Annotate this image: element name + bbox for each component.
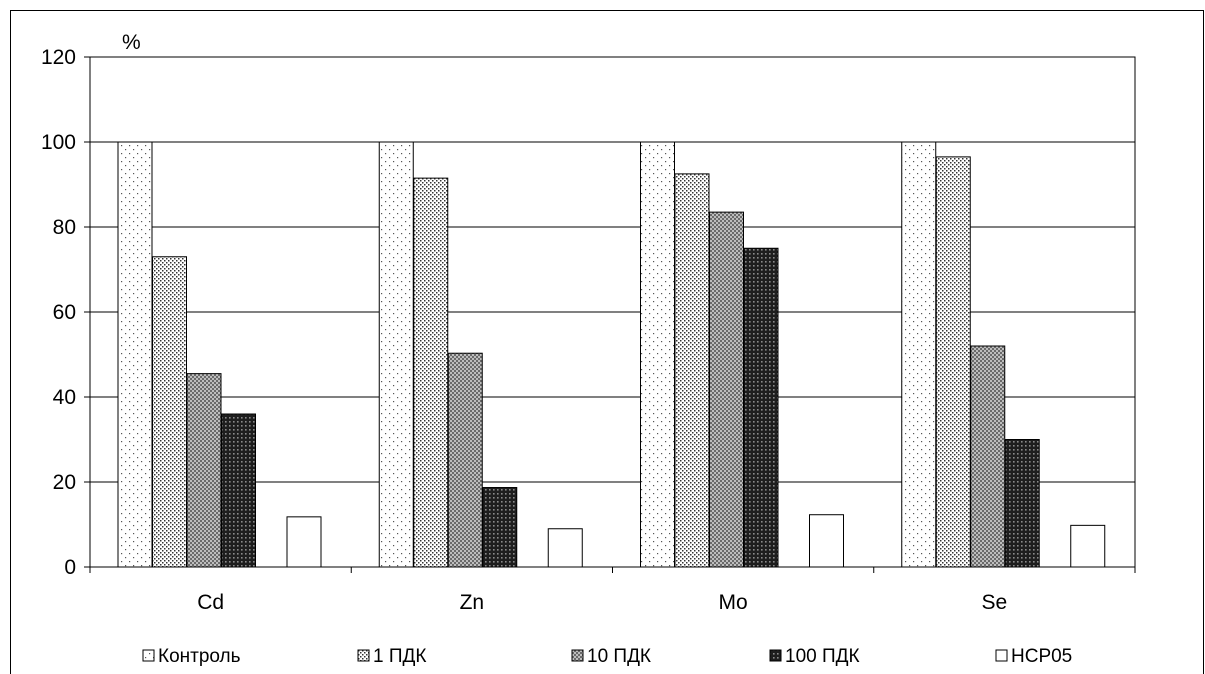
bar-zn-series-2: [447, 352, 483, 568]
bar-mo-series-1: [674, 173, 710, 568]
category-label-se: Se: [982, 591, 1008, 614]
chart-frame: [10, 10, 1204, 674]
bar-se-series-3: [1004, 439, 1040, 568]
bar-cd-series-1: [152, 256, 187, 568]
legend-swatch-4: [995, 649, 1008, 662]
legend-label-4: НСР05: [1011, 646, 1072, 667]
bar-se-series-4: [1070, 524, 1106, 568]
y-tick-label-80: 80: [53, 216, 76, 239]
bar-mo-series-3: [743, 247, 779, 568]
legend-swatch-2: [571, 649, 584, 662]
category-labels: Cd Zn Mo Se: [197, 591, 1007, 614]
bar-se-series-1: [935, 156, 971, 568]
bar-zn-series-4: [547, 528, 583, 568]
legend-label-0: Контроль: [158, 646, 241, 667]
y-tick-label-20: 20: [53, 471, 76, 494]
y-tick-label-120: 120: [41, 46, 76, 69]
legend-swatch-3: [769, 649, 782, 662]
bar-se-series-0: [901, 141, 937, 568]
legend-swatch-1: [357, 649, 370, 662]
bar-se-series-2: [970, 345, 1006, 568]
legend-swatch-0: [142, 649, 155, 662]
bar-mo-series-2: [709, 211, 744, 568]
category-label-zn: Zn: [460, 591, 485, 614]
bar-cd-series-0: [117, 141, 153, 568]
bar-cd-series-4: [286, 516, 322, 568]
y-axis-label: %: [122, 31, 141, 54]
category-label-mo: Mo: [719, 591, 748, 614]
y-tick-label-0: 0: [64, 556, 76, 579]
legend-label-1: 1 ПДК: [373, 646, 426, 667]
legend-label-3: 100 ПДК: [785, 646, 860, 667]
y-tick-label-100: 100: [41, 131, 76, 154]
bar-zn-series-3: [482, 487, 518, 568]
bar-mo-series-4: [809, 514, 844, 568]
bar-mo-series-0: [640, 141, 675, 568]
bar-cd-series-2: [186, 373, 222, 568]
bar-cd-series-3: [221, 413, 256, 568]
bar-zn-series-1: [413, 177, 449, 568]
y-tick-labels: 0 20 40 60 80 100 120: [41, 46, 76, 579]
bar-zn-series-0: [378, 141, 414, 568]
legend-label-2: 10 ПДК: [587, 646, 651, 667]
axes-group: [84, 56, 1136, 573]
legend: Контроль 1 ПДК 10 ПДК 100 ПДК НСР05: [142, 646, 1072, 667]
bars-group: [117, 141, 1106, 568]
y-tick-label-40: 40: [53, 386, 76, 409]
y-tick-label-60: 60: [53, 301, 76, 324]
category-label-cd: Cd: [197, 591, 224, 614]
